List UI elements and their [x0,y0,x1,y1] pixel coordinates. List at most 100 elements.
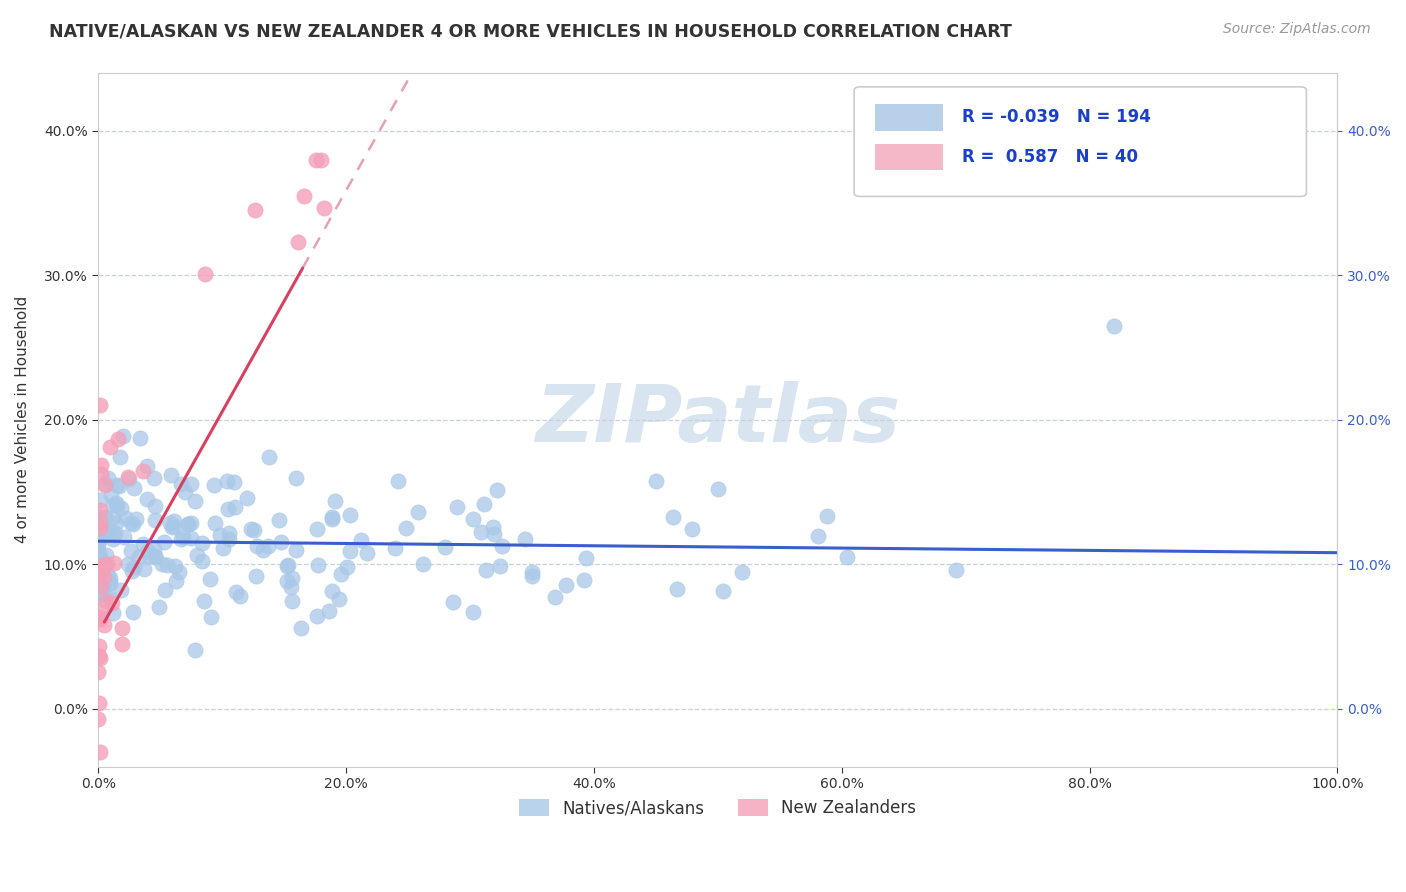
Point [111,637,134,651]
Point [118,472,141,486]
Point [93,570,115,584]
Point [246,539,269,553]
Point [87,712,110,726]
Point [87,509,110,524]
Point [180,531,202,545]
Point [98,440,121,454]
Point [186,548,208,562]
Point [314,201,336,215]
Point [269,513,291,527]
Point [384,541,406,555]
Point [243,202,266,217]
Point [87,550,110,565]
Point [644,474,666,488]
Text: NATIVE/ALASKAN VS NEW ZEALANDER 4 OR MORE VEHICLES IN HOUSEHOLD CORRELATION CHAR: NATIVE/ALASKAN VS NEW ZEALANDER 4 OR MOR… [49,22,1012,40]
Point [96,549,118,563]
Point [180,516,202,531]
Point [204,516,226,530]
Point [100,575,122,590]
Point [229,590,252,604]
Point [482,526,505,541]
Point [90,458,112,472]
Point [285,471,308,485]
Point [122,517,145,532]
Point [145,513,167,527]
Point [215,474,238,488]
Point [89,604,111,618]
Point [89,502,111,516]
Y-axis label: 4 or more Vehicles in Household: 4 or more Vehicles in Household [15,296,30,543]
Point [89,525,111,540]
Point [155,582,177,597]
Point [239,522,262,536]
Point [89,651,111,665]
Point [193,594,215,608]
Point [124,481,146,495]
Point [93,509,115,524]
Point [124,559,146,574]
Point [98,571,121,585]
Point [486,483,509,498]
Point [90,582,112,596]
Point [97,471,120,485]
Point [103,528,125,542]
Point [87,512,110,526]
Point [489,558,512,573]
Point [163,514,186,528]
Point [148,600,170,615]
Point [162,518,184,533]
Point [183,642,205,657]
Point [87,586,110,600]
Point [446,500,468,514]
Point [100,596,122,610]
Point [117,470,139,484]
Point [191,554,214,568]
Point [257,450,280,464]
Point [143,541,166,556]
Point [90,559,112,574]
Point [217,501,239,516]
Point [167,565,190,579]
Point [198,572,221,586]
Point [104,525,127,540]
Point [110,582,132,597]
Point [208,528,231,542]
Point [100,576,122,591]
Point [105,498,128,512]
Text: ZIPatlas: ZIPatlas [536,381,900,458]
Point [470,524,492,539]
Point [105,477,128,491]
Point [180,476,202,491]
Point [105,496,128,510]
Point [284,543,307,558]
FancyBboxPatch shape [875,104,943,130]
Point [339,544,361,558]
Point [94,478,117,492]
Point [103,556,125,570]
Point [115,511,138,525]
Point [89,520,111,534]
Point [87,543,110,558]
Point [111,428,134,442]
Point [256,539,278,553]
Point [222,475,245,489]
Point [270,535,292,549]
Point [252,543,274,558]
Point [129,431,152,445]
Point [1104,318,1126,333]
Point [143,549,166,563]
Point [111,621,134,635]
Point [96,557,118,571]
Point [172,530,194,544]
Point [305,608,328,623]
Point [441,595,464,609]
Text: R = -0.039   N = 194: R = -0.039 N = 194 [962,108,1150,127]
Point [89,511,111,525]
Point [90,467,112,482]
Point [482,520,505,534]
Point [554,578,576,592]
Point [163,559,186,574]
Point [325,494,347,508]
Point [191,535,214,549]
Point [132,537,155,551]
